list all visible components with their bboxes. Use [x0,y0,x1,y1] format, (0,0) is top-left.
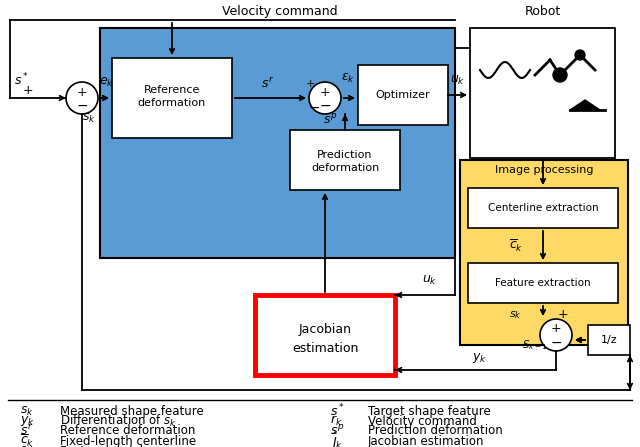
Bar [588,325,630,355]
Text: −: − [76,99,88,113]
Text: Image processing: Image processing [495,165,593,175]
Circle shape [66,82,98,114]
Text: Velocity command: Velocity command [368,414,477,427]
Bar [468,263,618,303]
Text: Reference deformation: Reference deformation [60,425,195,438]
Bar [358,65,448,125]
Text: −: − [550,336,562,350]
Text: $s^r$: $s^r$ [20,424,33,438]
Text: $s^r$: $s^r$ [261,77,275,91]
Polygon shape [570,100,600,110]
Text: 1/z: 1/z [601,335,618,345]
Text: $s_k$: $s_k$ [82,111,96,125]
Text: +: + [77,85,87,98]
Text: Jacobian: Jacobian [298,324,351,337]
Text: Velocity command: Velocity command [222,5,338,18]
Text: First-order delay: First-order delay [60,444,157,447]
Text: $s^p$: $s^p$ [330,424,344,438]
Text: Feature extraction: Feature extraction [495,278,591,288]
Circle shape [540,319,572,351]
Bar [100,28,455,258]
Text: estimation: estimation [292,342,358,354]
Text: $\overline{c}_k$: $\overline{c}_k$ [509,238,523,254]
Text: $r_k$: $r_k$ [330,414,342,428]
Text: $u_k$: $u_k$ [451,73,466,87]
Text: +: + [305,79,315,89]
Text: $s^p$: $s^p$ [323,113,337,127]
Text: $s_k$: $s_k$ [20,405,34,417]
Text: $u_k$: $u_k$ [422,274,438,287]
Bar [112,58,232,138]
Bar [290,130,400,190]
Text: deformation: deformation [138,98,206,108]
Text: Target shape feature: Target shape feature [368,405,491,417]
Text: −: − [308,101,320,115]
Text: $s_k$: $s_k$ [509,309,522,321]
Text: $e_k$: $e_k$ [99,76,115,89]
Text: Robot: Robot [525,5,561,18]
Text: −: − [319,99,331,113]
Text: $y_k$: $y_k$ [472,351,488,365]
Circle shape [309,82,341,114]
Circle shape [575,50,585,60]
Text: Fixed-length centerline: Fixed-length centerline [60,434,196,447]
Text: $s^*$: $s^*$ [14,72,29,89]
Bar [460,160,628,345]
Text: Measured shape feature: Measured shape feature [60,405,204,417]
Text: $\overline{c}_k$: $\overline{c}_k$ [20,433,35,447]
Bar [470,28,615,158]
Text: +: + [558,308,568,320]
Text: Differentiation of $s_k$: Differentiation of $s_k$ [60,413,177,429]
Text: Centerline extraction: Centerline extraction [488,203,598,213]
Text: +: + [22,84,33,97]
Text: $\hat{J}_k$: $\hat{J}_k$ [330,430,343,447]
Text: deformation: deformation [311,163,379,173]
Text: +: + [550,322,561,336]
Circle shape [553,68,567,82]
Text: +: + [320,85,330,98]
Text: $y_k$: $y_k$ [20,414,35,428]
Text: Optimizer: Optimizer [376,90,430,100]
Text: $\varepsilon_k$: $\varepsilon_k$ [341,72,355,84]
Bar [468,188,618,228]
Text: $1/z$: $1/z$ [20,444,41,447]
Text: $S_{k-1}$: $S_{k-1}$ [522,338,548,352]
Text: Reference: Reference [144,85,200,95]
Text: $s^*$: $s^*$ [330,403,345,419]
Bar [255,295,395,375]
Text: Jacobian estimation: Jacobian estimation [368,434,484,447]
Text: Prediction: Prediction [317,150,372,160]
Text: Prediction deformation: Prediction deformation [368,425,503,438]
